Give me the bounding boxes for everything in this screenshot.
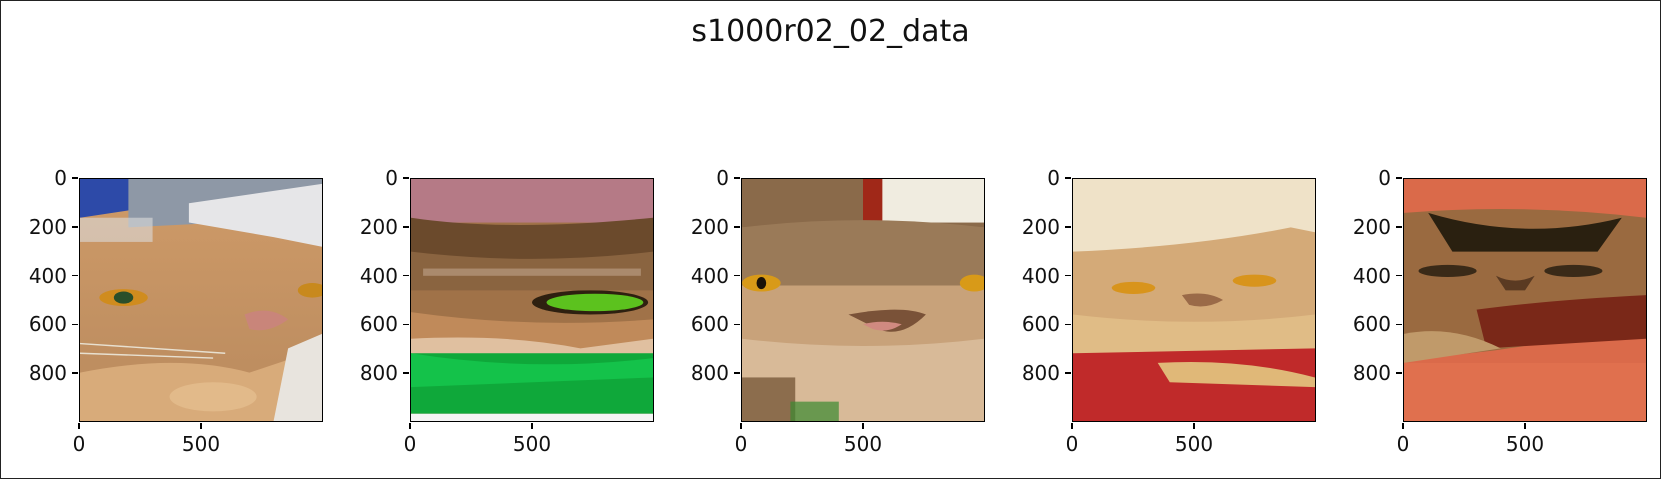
- x-tick-label: 0: [1065, 432, 1079, 456]
- image-axes: [1403, 178, 1647, 422]
- y-tick-mark: [1065, 177, 1071, 179]
- x-tick-mark: [1193, 423, 1195, 429]
- y-tick-label: 600: [1352, 312, 1391, 337]
- y-tick-mark: [1396, 274, 1402, 277]
- cat-face-photo-icon: [80, 179, 322, 421]
- image-axes: [1072, 178, 1316, 422]
- y-tick-mark: [1396, 226, 1402, 228]
- y-tick-mark: [1396, 323, 1402, 326]
- tabby-cat-face-photo-icon: [742, 179, 984, 421]
- x-tick-mark: [1402, 423, 1404, 429]
- y-tick-mark: [72, 177, 78, 179]
- y-tick-label: 200: [359, 214, 398, 239]
- subplot-1: 0 200 400 600 800 0 500: [29, 166, 323, 456]
- x-tick-label: 0: [72, 432, 86, 456]
- y-tick-label: 800: [28, 361, 67, 386]
- x-tick-label: 0: [734, 432, 748, 456]
- y-tick-label: 800: [690, 361, 729, 386]
- y-tick-label: 0: [1378, 166, 1391, 190]
- x-tick-mark: [78, 423, 80, 429]
- y-tick-label: 0: [54, 166, 67, 190]
- x-tick-mark: [862, 423, 864, 429]
- image-axes: [79, 178, 323, 422]
- y-tick-mark: [734, 177, 740, 179]
- y-tick-mark: [1396, 372, 1402, 374]
- y-tick-label: 0: [385, 166, 398, 190]
- y-tick-label: 400: [28, 263, 67, 288]
- y-tick-label: 0: [716, 166, 729, 190]
- y-tick-mark: [403, 372, 409, 374]
- y-tick-mark: [1065, 323, 1071, 326]
- y-tick-mark: [403, 323, 409, 326]
- y-tick-mark: [1396, 177, 1402, 179]
- cat-on-red-blanket-photo-icon: [1073, 179, 1315, 421]
- y-tick-label: 200: [1021, 214, 1060, 239]
- y-tick-label: 400: [1352, 263, 1391, 288]
- y-tick-mark: [72, 226, 78, 228]
- y-tick-mark: [1065, 372, 1071, 374]
- y-tick-label: 600: [690, 312, 729, 337]
- y-tick-label: 200: [28, 214, 67, 239]
- y-tick-label: 600: [28, 312, 67, 337]
- cat-eye-closeup-photo-icon: [411, 179, 653, 421]
- x-tick-label: 500: [1174, 432, 1214, 456]
- x-tick-label: 0: [1396, 432, 1410, 456]
- x-tick-mark: [1071, 423, 1073, 429]
- x-tick-label: 0: [403, 432, 417, 456]
- image-axes: [410, 178, 654, 422]
- y-tick-label: 400: [359, 263, 398, 288]
- y-tick-mark: [734, 226, 740, 228]
- y-tick-mark: [403, 226, 409, 228]
- y-tick-mark: [734, 372, 740, 374]
- y-tick-label: 400: [1021, 263, 1060, 288]
- y-tick-label: 600: [1021, 312, 1060, 337]
- x-tick-mark: [1524, 423, 1526, 429]
- y-tick-label: 200: [1352, 214, 1391, 239]
- y-tick-label: 800: [1021, 361, 1060, 386]
- y-tick-mark: [403, 274, 409, 277]
- y-tick-mark: [734, 323, 740, 326]
- x-tick-label: 500: [512, 432, 552, 456]
- subplot-3: 0 200 400 600 800 0 500: [691, 166, 985, 456]
- image-axes: [741, 178, 985, 422]
- x-tick-label: 500: [843, 432, 883, 456]
- x-tick-label: 500: [1505, 432, 1545, 456]
- x-tick-mark: [531, 423, 533, 429]
- x-tick-mark: [200, 423, 202, 429]
- y-tick-mark: [403, 177, 409, 179]
- y-tick-mark: [1065, 226, 1071, 228]
- cat-on-red-background-photo-icon: [1404, 179, 1646, 421]
- y-tick-mark: [734, 274, 740, 277]
- figure-title: s1000r02_02_data: [691, 14, 970, 49]
- y-tick-label: 400: [690, 263, 729, 288]
- y-tick-mark: [72, 372, 78, 374]
- x-tick-mark: [740, 423, 742, 429]
- x-tick-mark: [409, 423, 411, 429]
- y-tick-label: 200: [690, 214, 729, 239]
- y-tick-label: 800: [359, 361, 398, 386]
- y-tick-label: 600: [359, 312, 398, 337]
- y-tick-mark: [72, 323, 78, 326]
- y-tick-label: 0: [1047, 166, 1060, 190]
- x-tick-label: 500: [181, 432, 221, 456]
- subplot-4: 0 200 400 600 800 0 500: [1022, 166, 1316, 456]
- subplot-5: 0 200 400 600 800 0 500: [1353, 166, 1647, 456]
- y-tick-mark: [72, 274, 78, 277]
- subplot-2: 0 200 400 600 800 0 500: [360, 166, 654, 456]
- y-tick-label: 800: [1352, 361, 1391, 386]
- y-tick-mark: [1065, 274, 1071, 277]
